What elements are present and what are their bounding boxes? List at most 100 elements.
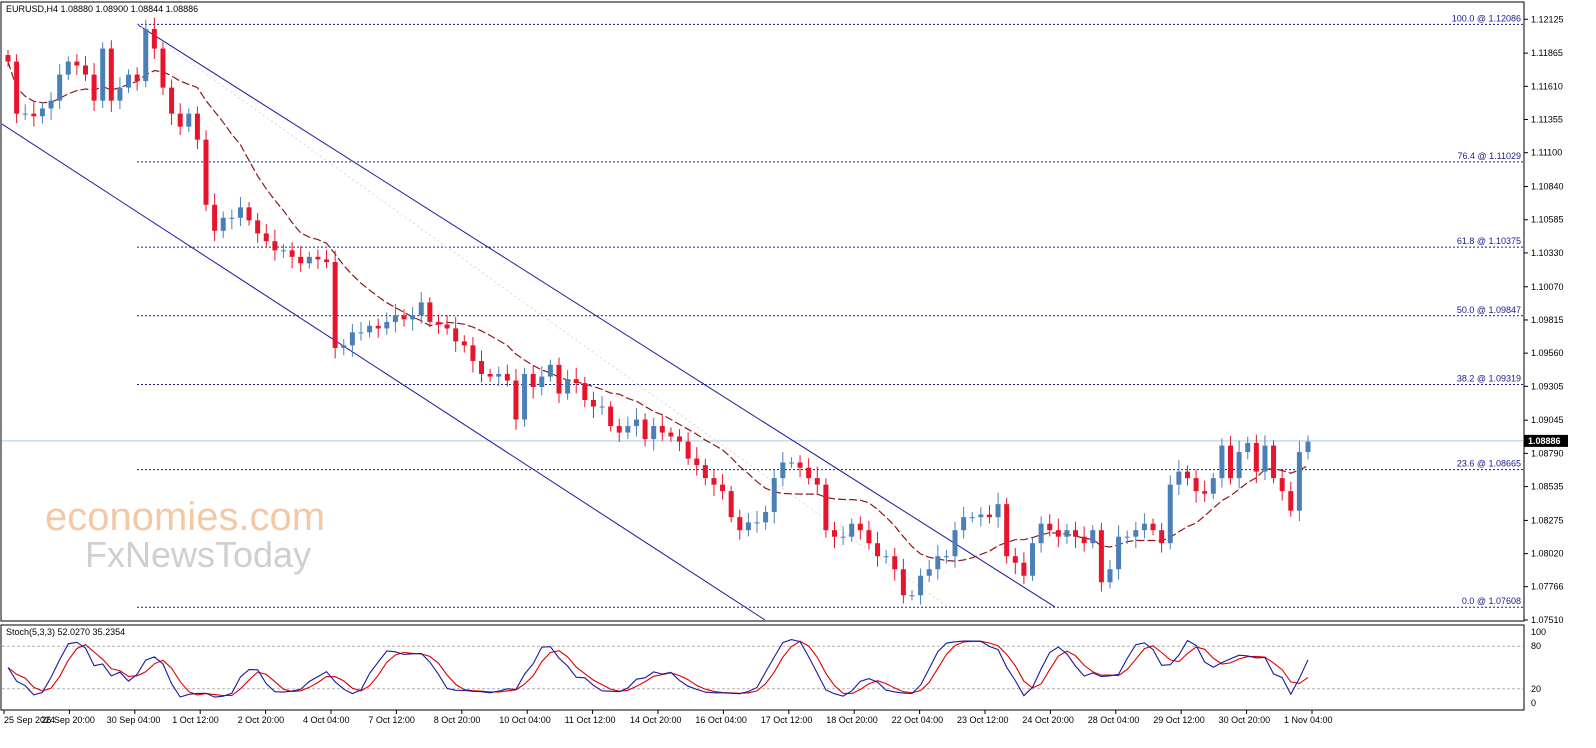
price-tick-label: 1.10585 <box>1531 215 1564 225</box>
time-tick-label: 1 Nov 04:00 <box>1284 715 1333 725</box>
candle-body <box>117 87 123 101</box>
candle-body <box>401 315 407 320</box>
candle-body <box>289 250 295 257</box>
candle-body <box>840 536 846 538</box>
time-tick-label: 14 Oct 20:00 <box>630 715 682 725</box>
time-tick-label: 26 Sep 20:00 <box>41 715 95 725</box>
price-tick-label: 1.08020 <box>1531 549 1564 559</box>
channel-lower-line <box>1 123 766 621</box>
candle-body <box>220 217 226 231</box>
stoch-tick-label: 80 <box>1531 641 1541 651</box>
candle-body <box>126 74 132 88</box>
candle-body <box>82 65 88 75</box>
candle-body <box>14 61 20 114</box>
candle-body <box>1202 491 1208 494</box>
candle-body <box>866 530 872 544</box>
candle-body <box>1210 478 1216 494</box>
candle-body <box>909 595 915 597</box>
candle-body <box>504 373 510 381</box>
time-tick-label: 24 Oct 20:00 <box>1022 715 1074 725</box>
candle-body <box>392 315 398 322</box>
time-tick-label: 30 Sep 04:00 <box>107 715 161 725</box>
stoch-pane-frame <box>0 624 1525 711</box>
candle-body <box>272 241 278 251</box>
candle-body <box>91 74 97 101</box>
candle-body <box>599 406 605 408</box>
candle-body <box>143 29 149 82</box>
candle-body <box>633 419 639 427</box>
candle-body <box>1116 536 1122 570</box>
stoch-tick-label: 100 <box>1531 627 1546 637</box>
watermark-economies: economies.com <box>45 495 325 539</box>
candle-body <box>280 250 286 252</box>
candle-body <box>1090 530 1096 544</box>
candle-body <box>788 462 794 464</box>
time-tick-label: 8 Oct 20:00 <box>434 715 481 725</box>
candle-body <box>1098 530 1104 583</box>
candle-body <box>522 373 528 420</box>
time-tick-label: 18 Oct 20:00 <box>826 715 878 725</box>
price-tick-label: 1.10070 <box>1531 282 1564 292</box>
candle-body <box>57 74 63 101</box>
candle-body <box>806 467 812 479</box>
stoch-main-line <box>7 639 1309 698</box>
candle-body <box>5 55 11 62</box>
price-tick-label: 1.09045 <box>1531 415 1564 425</box>
candle-body <box>651 426 657 440</box>
time-tick-label: 25 Sep 2024 <box>4 715 55 725</box>
candle-body <box>926 569 932 576</box>
chart-header: EURUSD,H4 1.08880 1.08900 1.08844 1.0888… <box>6 4 198 14</box>
candle-body <box>1073 530 1079 537</box>
candle-body <box>539 376 545 387</box>
candle-body <box>582 383 588 401</box>
candle-body <box>814 478 820 485</box>
candle-body <box>1133 530 1139 537</box>
candle-body <box>918 575 924 596</box>
candle-body <box>1219 445 1225 479</box>
candle-body <box>625 426 631 433</box>
candle-body <box>418 302 424 316</box>
price-tick-label: 1.07766 <box>1531 582 1564 592</box>
fib-label: 23.6 @ 1.08665 <box>1457 459 1521 469</box>
candle-body <box>108 48 114 101</box>
candle-body <box>1055 530 1061 537</box>
candle-body <box>496 373 502 377</box>
candle-body <box>961 517 967 531</box>
stoch-tick-label: 20 <box>1531 684 1541 694</box>
candle-body <box>65 61 71 75</box>
candle-body <box>246 207 252 221</box>
candle-body <box>384 321 390 329</box>
candle-body <box>590 400 596 407</box>
time-tick-label: 2 Oct 20:00 <box>238 715 285 725</box>
candle-body <box>1038 523 1044 544</box>
price-tick-label: 1.09560 <box>1531 348 1564 358</box>
price-tick-label: 1.11355 <box>1531 115 1563 125</box>
candle-body <box>677 436 683 442</box>
candle-body <box>263 233 269 242</box>
candle-body <box>943 556 949 558</box>
candle-body <box>461 341 467 346</box>
time-tick-label: 29 Oct 12:00 <box>1153 715 1205 725</box>
candle-body <box>1021 562 1027 576</box>
candle-body <box>608 406 614 427</box>
candle-body <box>212 204 218 231</box>
candle-body <box>900 569 906 596</box>
candle-body <box>375 325 381 329</box>
candle-body <box>530 373 536 387</box>
candle-body <box>565 379 571 394</box>
candle-body <box>728 491 734 518</box>
candle-body <box>892 556 898 570</box>
candle-body <box>995 504 1001 518</box>
price-tick-label: 1.11865 <box>1531 48 1563 58</box>
candle-body <box>1236 452 1242 479</box>
candle-body <box>177 113 183 127</box>
candle-body <box>1288 491 1294 511</box>
candle-body <box>134 74 140 82</box>
candle-body <box>1081 536 1087 544</box>
candle-body <box>875 543 881 557</box>
candle-body <box>470 345 476 361</box>
candle-body <box>1124 536 1130 538</box>
candle-body <box>427 302 433 322</box>
main-pane-frame <box>0 1 1525 622</box>
price-tick-label: 1.08790 <box>1531 448 1564 458</box>
